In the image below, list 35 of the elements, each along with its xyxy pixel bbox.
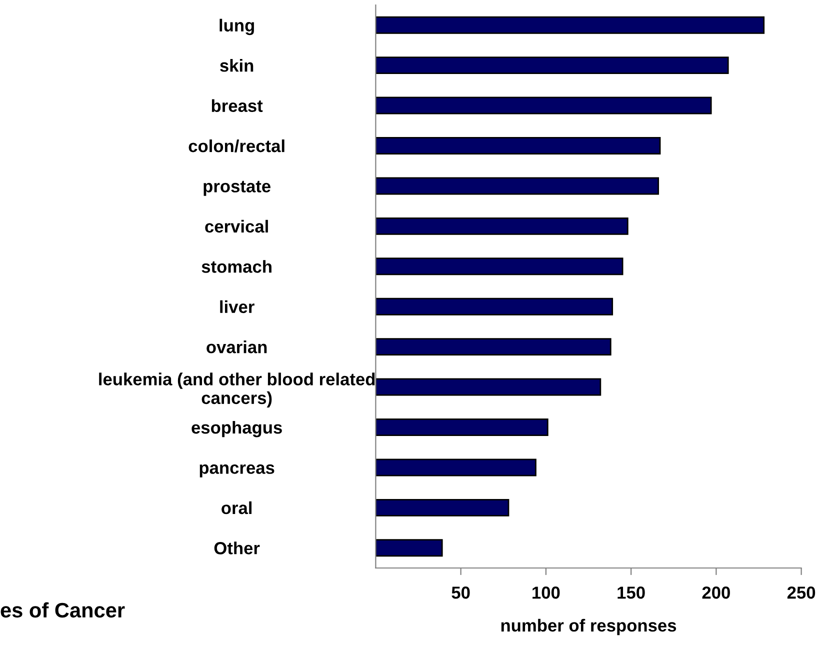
y-tick-label: liver <box>220 300 254 314</box>
bar <box>376 96 712 114</box>
y-tick-label: stomach <box>202 260 272 273</box>
y-tick-label: Other <box>214 542 260 554</box>
bar <box>376 16 765 34</box>
bar <box>376 56 729 74</box>
y-tick-label: colon/rectal <box>188 139 284 152</box>
y-tick-label: skin <box>220 59 254 72</box>
y-tick-label: prostate <box>204 180 270 196</box>
x-tick-label: 100 <box>532 586 560 599</box>
y-tick-label: cervical <box>205 220 268 233</box>
x-axis-title: number of responses <box>501 618 676 636</box>
bar <box>376 539 443 557</box>
y-tick-label: oral <box>222 501 252 514</box>
y-tick-label: breast <box>212 99 263 112</box>
bar <box>376 298 614 316</box>
bar <box>376 137 661 154</box>
bar <box>376 418 548 436</box>
y-tick-label: ovarian <box>206 340 267 354</box>
bar <box>376 217 628 235</box>
y-tick-label: leukemia (and other blood related cancers) <box>99 372 375 408</box>
bar <box>376 258 624 276</box>
bar <box>376 498 510 516</box>
x-tick-label: 50 <box>452 586 470 599</box>
bar <box>376 177 659 195</box>
bar <box>376 378 602 396</box>
text: es of Cancer <box>0 602 125 618</box>
y-tick-label: esophagus <box>192 420 282 438</box>
y-tick-label: lung <box>220 18 254 36</box>
bar <box>376 338 612 356</box>
x-tick-label: 250 <box>787 586 816 599</box>
x-tick-label: 150 <box>618 586 645 599</box>
bar <box>376 458 536 476</box>
x-tick-label: 200 <box>702 586 730 599</box>
y-tick-label: pancreas <box>200 464 274 478</box>
